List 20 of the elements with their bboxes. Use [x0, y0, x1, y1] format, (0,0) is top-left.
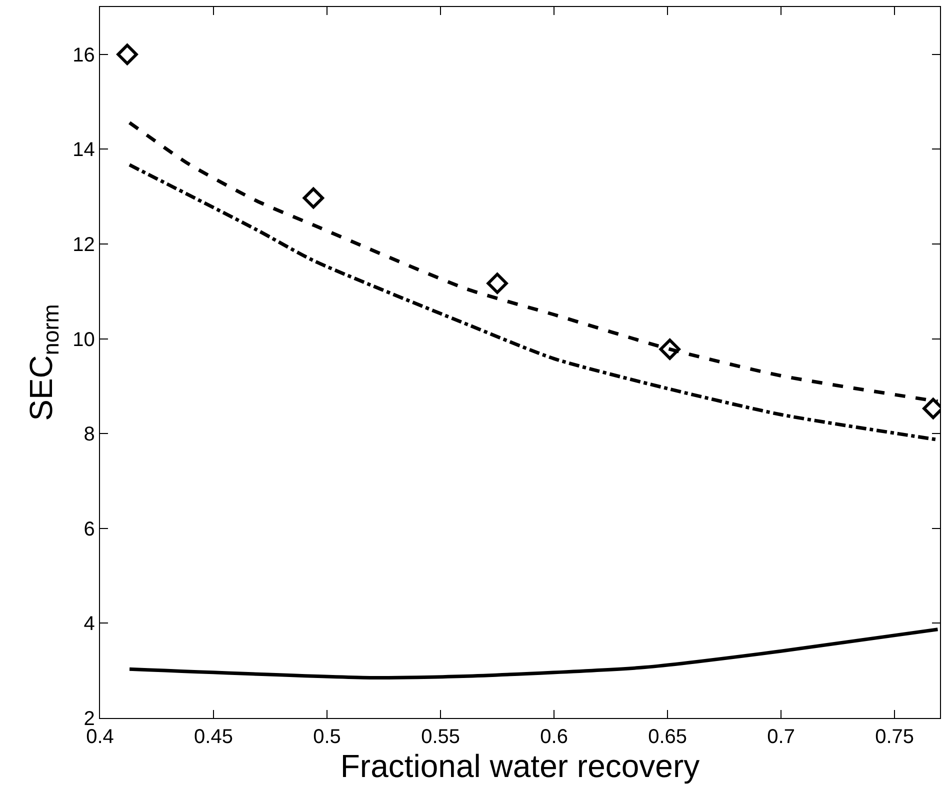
- y-tick-label: 4: [84, 613, 95, 636]
- x-tick-label: 0.6: [540, 726, 568, 748]
- y-tick-label: 8: [84, 424, 95, 446]
- point: [116, 44, 138, 65]
- y-tick-label: 6: [84, 518, 95, 540]
- x-tick-label: 0.7: [767, 726, 795, 748]
- y-tick-label: 10: [72, 328, 95, 351]
- x-tick-label: 0.55: [421, 726, 460, 748]
- point: [486, 272, 508, 294]
- x-tick-label: 0.65: [648, 726, 688, 748]
- x-tick-label: 0.45: [194, 726, 233, 748]
- point: [659, 338, 680, 360]
- line-series: [128, 628, 940, 680]
- point: [302, 187, 324, 209]
- x-axis-title: Fractional water recovery: [340, 748, 700, 784]
- y-tick-label: 16: [72, 44, 95, 66]
- x-tick-label: 0.5: [313, 726, 341, 748]
- y-tick-label: 12: [72, 234, 95, 256]
- y-tick-label: 14: [72, 139, 95, 162]
- x-tick-label: 0.75: [875, 726, 914, 748]
